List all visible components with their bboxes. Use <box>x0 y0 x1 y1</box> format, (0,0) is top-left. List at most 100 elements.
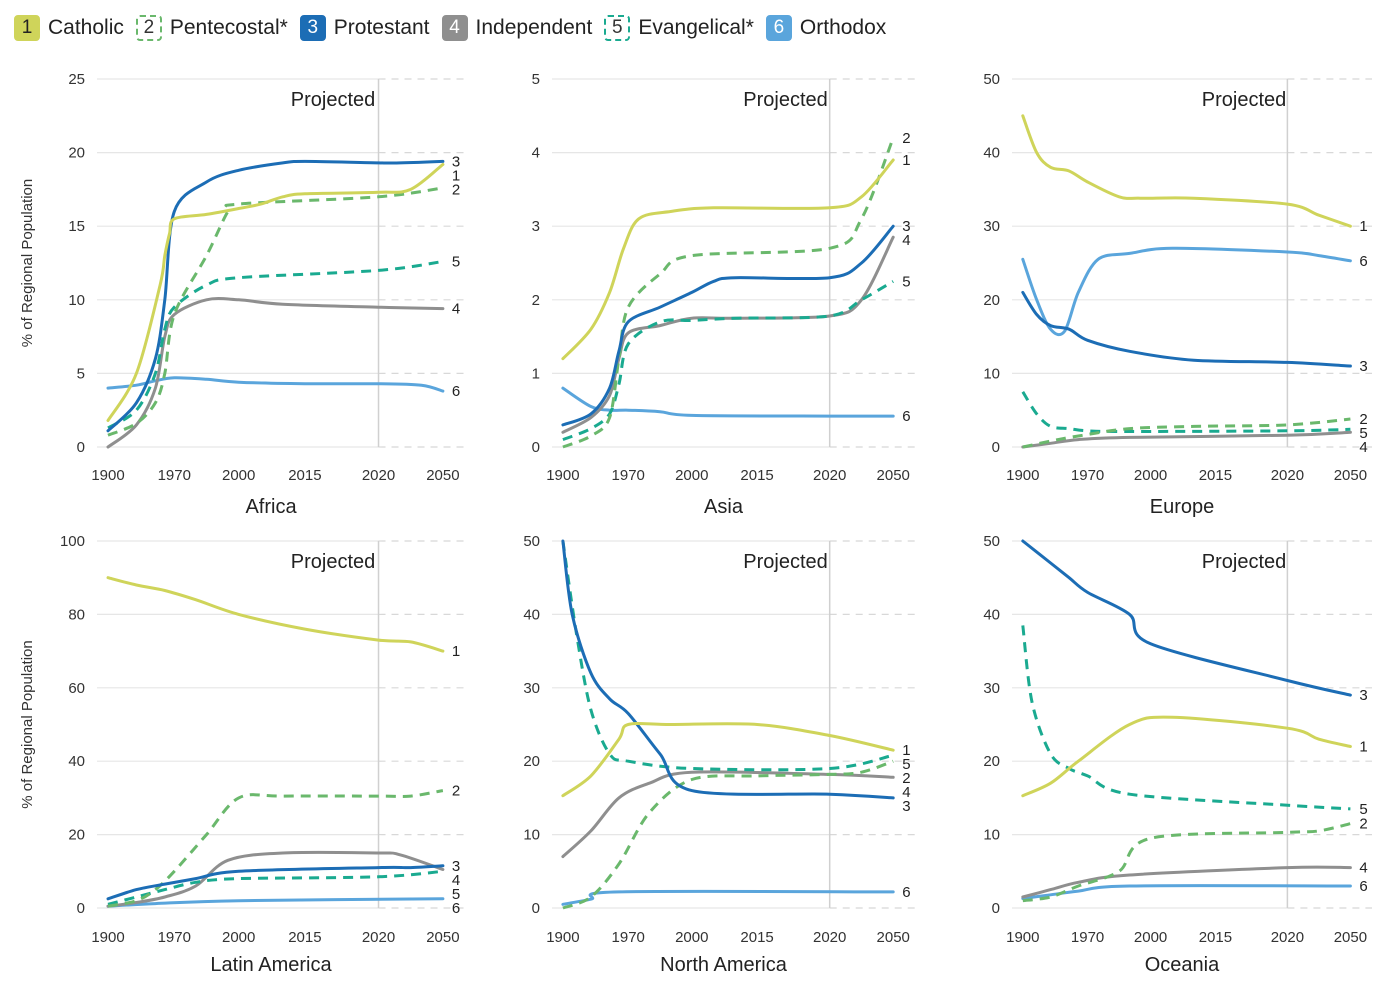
series-end-label: 3 <box>1359 687 1367 704</box>
x-tick-label: 1900 <box>546 929 579 946</box>
legend-label: Independent <box>475 16 593 39</box>
x-tick-label: 2015 <box>740 467 773 484</box>
series-end-label: 4 <box>1359 860 1367 877</box>
legend-item-pentecostal: 2 Pentecostal* <box>135 15 288 41</box>
x-tick-label: 1900 <box>91 929 124 946</box>
series-end-label: 4 <box>902 232 910 249</box>
x-tick-label: 2015 <box>288 467 321 484</box>
y-tick-label: 0 <box>992 439 1000 456</box>
legend-label: Orthodox <box>799 16 887 39</box>
y-tick-label: 0 <box>992 900 1000 917</box>
series-line-pentecostal <box>107 789 444 908</box>
y-tick-label: 15 <box>68 218 85 235</box>
series-line-pentecostal <box>107 186 444 437</box>
y-tick-label: 50 <box>983 71 1000 88</box>
y-axis-title: % of Regional Population <box>19 179 36 347</box>
x-tick-label: 2020 <box>362 467 395 484</box>
series-end-label: 4 <box>452 872 460 889</box>
y-tick-label: 40 <box>983 606 1000 623</box>
y-tick-label: 20 <box>68 145 85 162</box>
series-end-label: 1 <box>902 742 910 759</box>
x-tick-label: 2015 <box>1199 467 1232 484</box>
legend-swatch: 4 <box>441 15 468 41</box>
legend-item-orthodox: 6 Orthodox <box>765 15 887 41</box>
y-tick-label: 60 <box>68 680 85 697</box>
y-tick-label: 0 <box>77 900 85 917</box>
y-tick-label: 20 <box>983 292 1000 309</box>
series-line-independent <box>1021 865 1352 899</box>
x-tick-label: 2050 <box>426 467 459 484</box>
series-end-label: 1 <box>902 152 910 169</box>
chart-panel-latin-america: 0 20 40 60 80 100 Projected 1900 1970 2000 2015 202… <box>60 533 465 976</box>
series-line-evangelical <box>562 280 894 442</box>
series-end-label: 2 <box>452 181 460 198</box>
x-tick-label: 1970 <box>612 929 645 946</box>
series-line-orthodox <box>561 889 895 906</box>
x-tick-label: 1970 <box>158 929 191 946</box>
x-tick-label: 1900 <box>546 467 579 484</box>
x-tick-label: 2000 <box>675 929 708 946</box>
series-line-independent <box>106 850 445 908</box>
legend-swatch: 6 <box>765 15 792 41</box>
region-title: Europe <box>1150 496 1215 518</box>
x-tick-label: 2050 <box>877 467 910 484</box>
series-end-label: 3 <box>452 858 460 875</box>
legend-label: Protestant <box>333 16 430 39</box>
series-line-independent <box>561 235 895 434</box>
series-end-label: 2 <box>452 783 460 800</box>
series-end-label: 4 <box>1359 439 1367 456</box>
projected-label: Projected <box>1202 89 1287 111</box>
x-tick-label: 2000 <box>1134 929 1167 946</box>
series-end-label: 4 <box>452 301 460 318</box>
series-end-label: 5 <box>902 756 910 773</box>
legend-item-evangelical: 5 Evangelical* <box>604 15 754 41</box>
series-line-pentecostal <box>562 137 895 449</box>
series-line-protestant <box>1021 290 1352 368</box>
series-line-independent <box>1021 430 1352 449</box>
legend-item-independent: 4 Independent <box>441 15 593 41</box>
region-title: Africa <box>245 496 297 518</box>
y-tick-label: 0 <box>532 439 540 456</box>
y-tick-label: 3 <box>532 218 540 235</box>
series-line-orthodox <box>1021 246 1352 337</box>
y-tick-label: 20 <box>983 753 1000 770</box>
series-line-evangelical <box>561 540 894 772</box>
x-tick-label: 2050 <box>1334 929 1367 946</box>
y-tick-label: 30 <box>523 680 540 697</box>
y-tick-label: 40 <box>523 606 540 623</box>
projected-label: Projected <box>1202 551 1287 573</box>
series-end-label: 3 <box>452 153 460 170</box>
y-tick-label: 0 <box>532 900 540 917</box>
series-end-label: 2 <box>902 130 910 147</box>
series-line-protestant <box>106 864 445 901</box>
y-tick-label: 4 <box>532 145 540 162</box>
series-line-protestant <box>561 539 895 800</box>
x-tick-label: 2015 <box>1199 929 1232 946</box>
x-tick-label: 2050 <box>426 929 459 946</box>
chart-panel-north-america: 0 10 20 30 40 50 Projected 1900 1970 2000 2015 2020… <box>523 533 915 976</box>
y-tick-label: 10 <box>983 365 1000 382</box>
x-tick-label: 1900 <box>1006 929 1039 946</box>
series-end-label: 2 <box>1359 816 1367 833</box>
x-tick-label: 2020 <box>813 467 846 484</box>
y-tick-label: 50 <box>983 533 1000 550</box>
series-end-label: 5 <box>452 254 460 271</box>
series-line-pentecostal <box>1022 822 1351 903</box>
x-tick-label: 2000 <box>1134 467 1167 484</box>
y-tick-label: 10 <box>68 292 85 309</box>
x-tick-label: 2015 <box>740 929 773 946</box>
series-end-label: 1 <box>1359 739 1367 756</box>
series-line-evangelical <box>1021 625 1351 811</box>
series-line-pentecostal <box>1022 417 1351 449</box>
series-end-label: 1 <box>452 643 460 660</box>
series-end-label: 5 <box>1359 425 1367 442</box>
y-tick-label: 40 <box>68 753 85 770</box>
series-end-label: 3 <box>902 798 910 815</box>
legend-label: Evangelical* <box>638 16 754 39</box>
x-tick-label: 2020 <box>1271 467 1304 484</box>
y-tick-label: 30 <box>983 680 1000 697</box>
series-end-label: 6 <box>452 383 460 400</box>
projected-label: Projected <box>291 551 376 573</box>
